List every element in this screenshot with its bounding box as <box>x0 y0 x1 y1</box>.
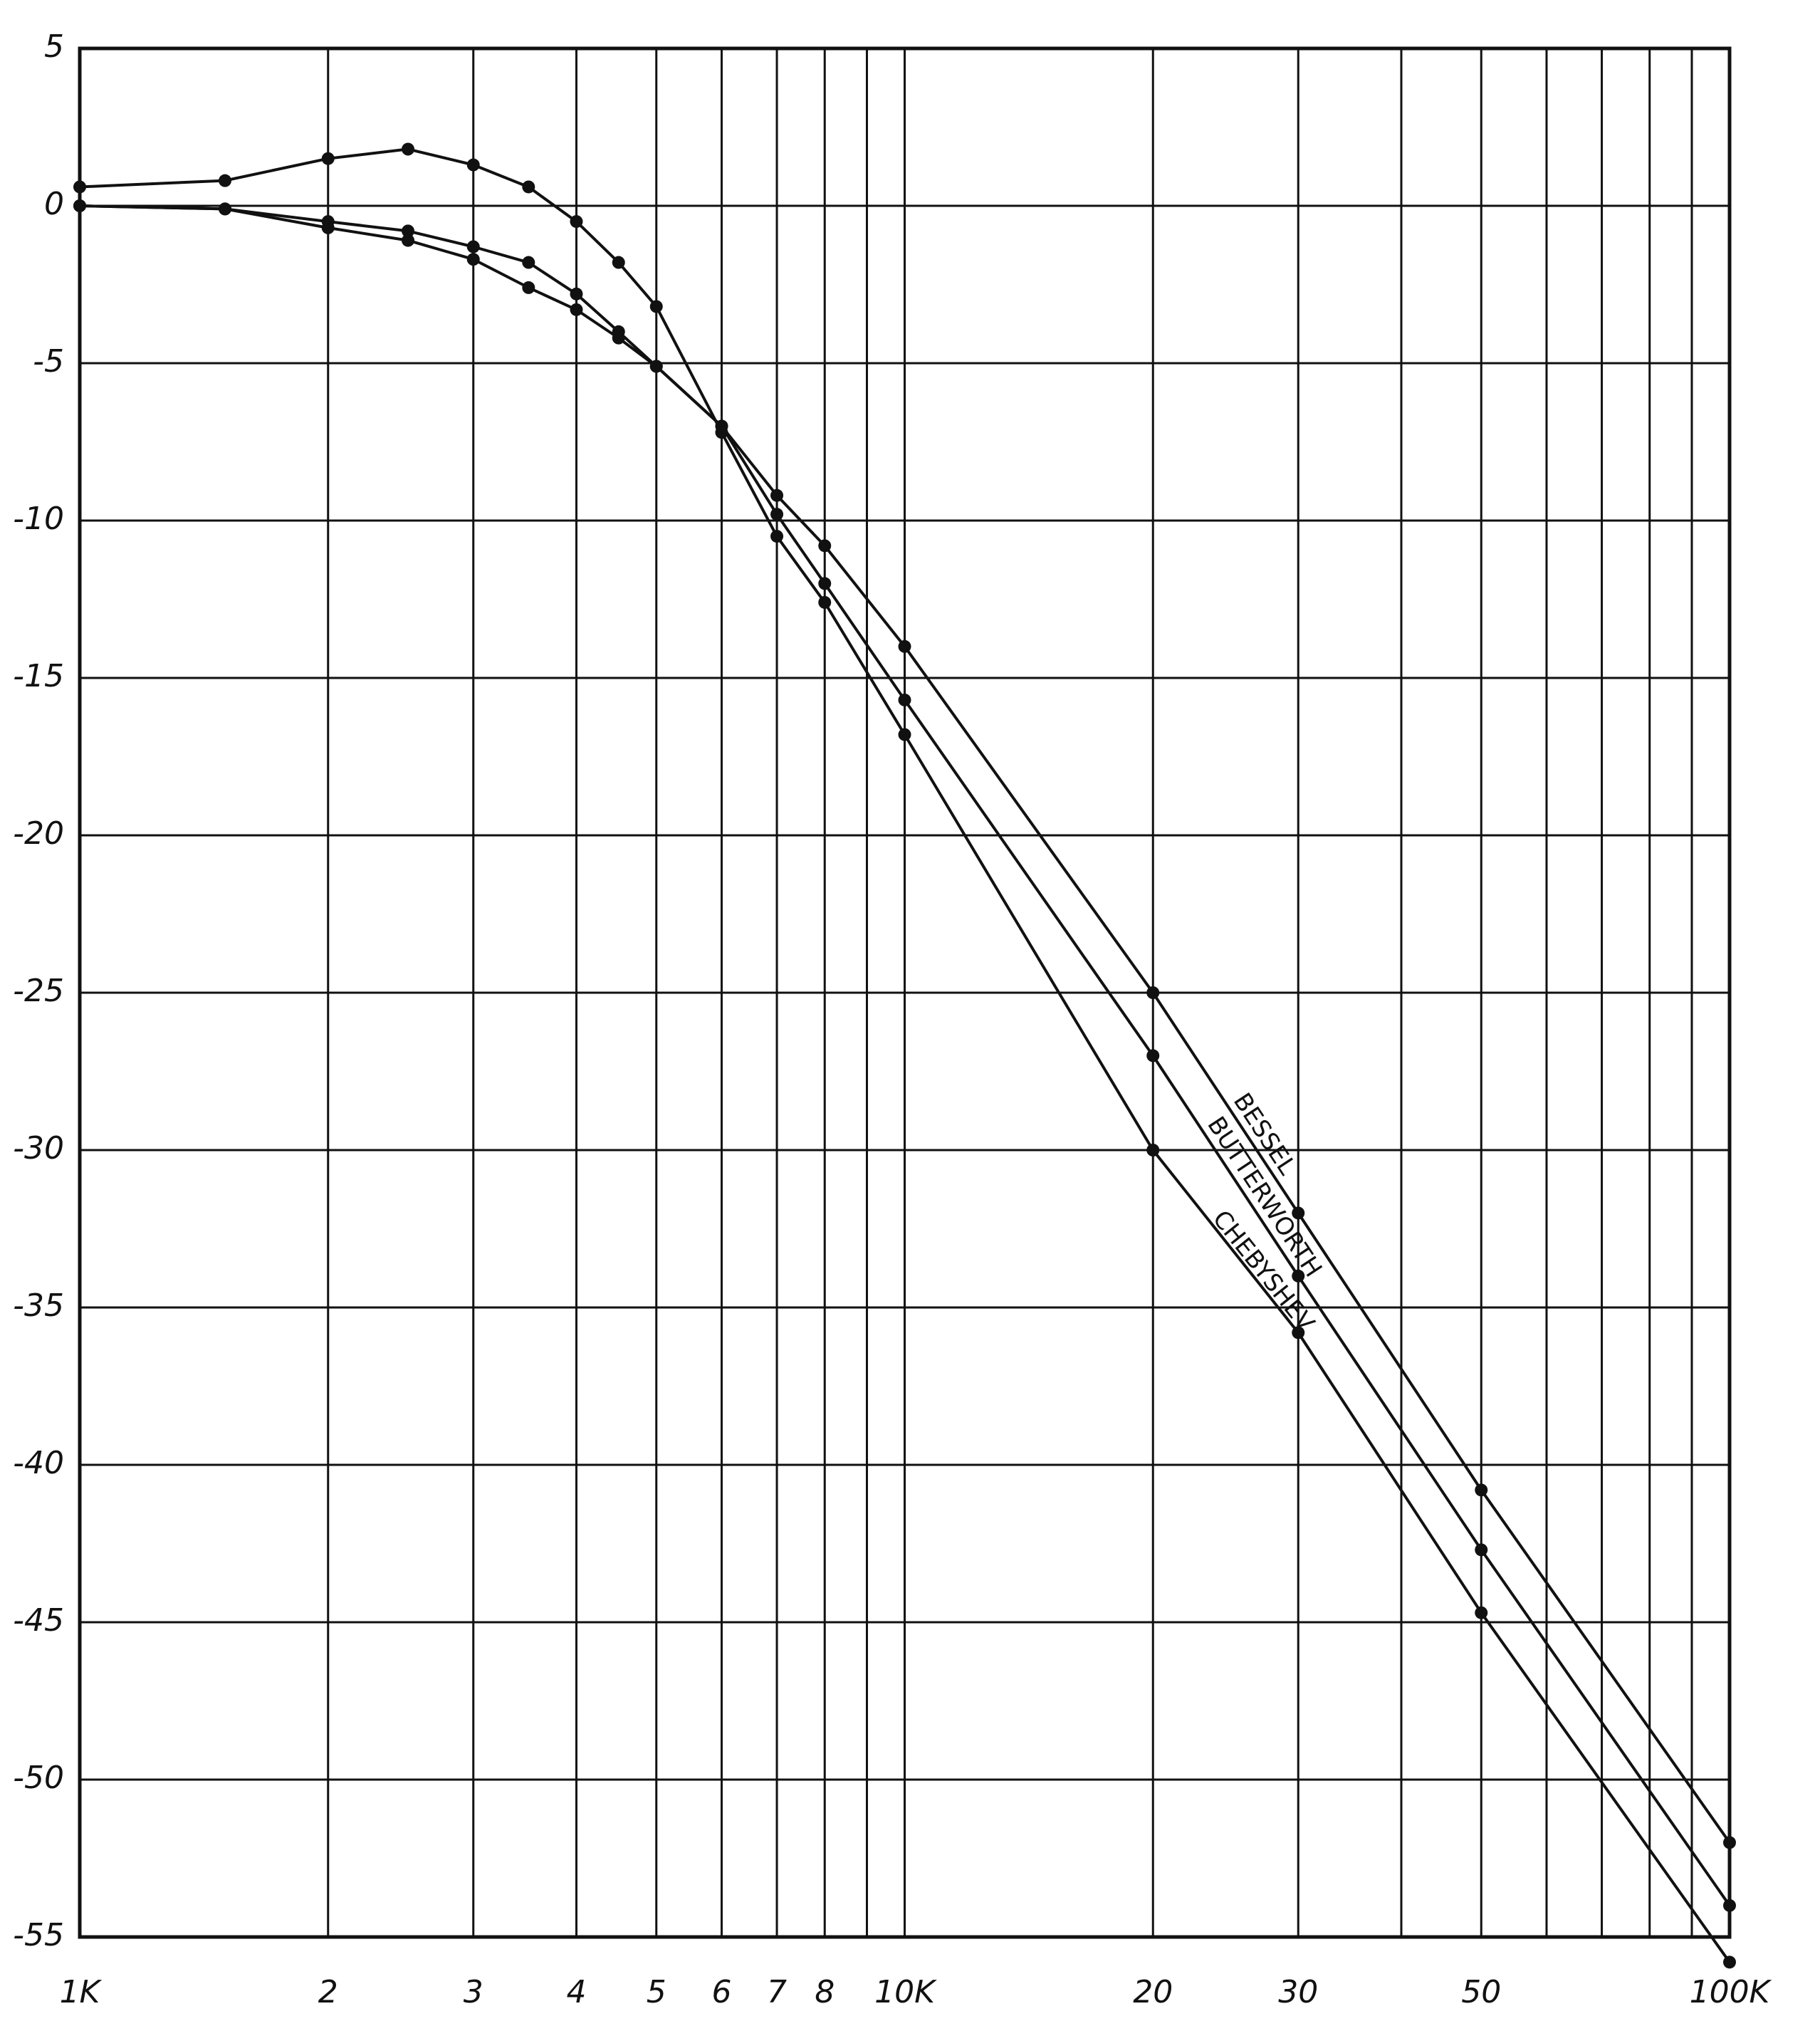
data-point <box>649 300 663 313</box>
data-point <box>522 256 535 269</box>
data-point <box>402 224 415 238</box>
data-point <box>466 158 480 172</box>
y-tick-label: -50 <box>13 1760 64 1796</box>
data-point <box>770 489 784 502</box>
x-tick-label: 5 <box>647 1974 666 2010</box>
y-tick-label: -20 <box>13 815 64 852</box>
data-point <box>649 360 663 373</box>
data-point <box>321 215 335 229</box>
x-tick-label: 3 <box>464 1974 483 2010</box>
data-point <box>219 174 232 187</box>
data-point <box>770 508 784 521</box>
x-tick-label: 10K <box>874 1974 937 2010</box>
y-tick-label: 0 <box>44 186 64 222</box>
y-tick-label: -30 <box>13 1130 64 1166</box>
y-tick-label: -5 <box>33 343 64 380</box>
plot-frame <box>78 46 1732 1939</box>
x-tick-label: 4 <box>566 1974 586 2010</box>
x-tick-label: 6 <box>711 1974 731 2010</box>
data-point <box>466 240 480 254</box>
data-point <box>570 287 583 301</box>
x-tick-label: 30 <box>1278 1974 1318 2010</box>
x-tick-label: 8 <box>815 1974 835 2010</box>
data-point <box>73 180 86 194</box>
data-point <box>321 152 335 165</box>
data-point <box>522 180 535 194</box>
x-tick-label: 100K <box>1690 1974 1772 2010</box>
data-point <box>1292 1269 1305 1283</box>
data-point <box>715 426 728 439</box>
data-point <box>570 215 583 229</box>
data-point <box>522 281 535 294</box>
data-point <box>1475 1483 1488 1497</box>
data-point <box>1475 1606 1488 1619</box>
data-point <box>818 595 832 609</box>
x-tick-label: 2 <box>318 1974 338 2010</box>
y-tick-label: -40 <box>13 1445 64 1481</box>
data-point <box>898 639 911 653</box>
y-tick-label: -10 <box>13 501 64 537</box>
data-point <box>1146 1049 1160 1062</box>
data-point <box>612 325 625 338</box>
data-point <box>73 199 86 212</box>
data-point <box>1723 1899 1736 1912</box>
data-point <box>1292 1326 1305 1340</box>
data-point <box>898 728 911 741</box>
data-point <box>570 303 583 316</box>
data-point <box>1475 1543 1488 1557</box>
x-tick-label: 7 <box>767 1974 787 2010</box>
x-tick-label: 20 <box>1133 1974 1173 2010</box>
data-point <box>219 202 232 216</box>
data-point <box>1146 986 1160 999</box>
data-point <box>402 142 415 156</box>
y-tick-label: -45 <box>13 1602 64 1639</box>
data-point <box>818 539 832 553</box>
data-point <box>466 253 480 266</box>
data-point <box>402 234 415 247</box>
data-point <box>1292 1206 1305 1220</box>
y-tick-label: -15 <box>13 658 64 694</box>
data-point <box>818 577 832 590</box>
x-tick-label: 1K <box>60 1974 103 2010</box>
y-tick-label: -55 <box>13 1917 64 1953</box>
y-tick-label: -35 <box>13 1288 64 1324</box>
y-tick-label: 5 <box>44 28 64 65</box>
data-point <box>1146 1144 1160 1156</box>
data-point <box>770 530 784 543</box>
data-point <box>1723 1955 1736 1969</box>
data-point <box>898 693 911 706</box>
x-tick-label: 50 <box>1461 1974 1501 2010</box>
data-point <box>612 256 625 269</box>
data-point <box>1723 1836 1736 1849</box>
y-tick-label: -25 <box>13 973 64 1009</box>
